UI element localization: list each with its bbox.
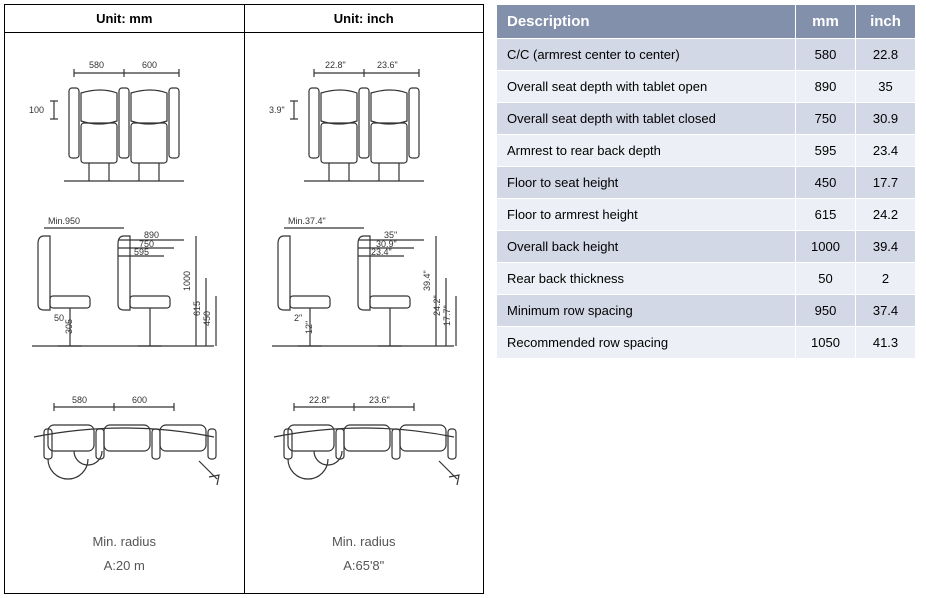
table-row: Armrest to rear back depth59523.4 — [497, 135, 916, 167]
dim-label: 100 — [29, 105, 44, 115]
cell-mm: 950 — [796, 295, 856, 327]
cell-description: Minimum row spacing — [497, 295, 796, 327]
cell-inch: 35 — [856, 71, 916, 103]
dim-label: 23.6" — [369, 395, 390, 405]
top-seat-icon: 22.8" 23.6" — [254, 389, 474, 509]
dim-label: 600 — [132, 395, 147, 405]
cell-mm: 50 — [796, 263, 856, 295]
dim-label: 22.8" — [325, 60, 346, 70]
dim-label: 17.7" — [442, 305, 452, 326]
table-row: Rear back thickness502 — [497, 263, 916, 295]
side-view-inch: Min.37.4" 35" 30.9" 23.4" 39.4" 24.2" 17… — [249, 204, 480, 367]
top-view-mm: 580 600 — [9, 367, 240, 530]
dim-label: 23.4" — [371, 247, 392, 257]
top-view-inch: 22.8" 23.6" — [249, 367, 480, 530]
col-inch: inch — [856, 5, 916, 39]
cell-description: Armrest to rear back depth — [497, 135, 796, 167]
table-row: Recommended row spacing105041.3 — [497, 327, 916, 359]
cell-description: Overall seat depth with tablet open — [497, 71, 796, 103]
dim-label: 615 — [192, 301, 202, 316]
side-seat-icon: Min.37.4" 35" 30.9" 23.4" 39.4" 24.2" 17… — [254, 206, 474, 366]
cell-inch: 22.8 — [856, 39, 916, 71]
cell-mm: 450 — [796, 167, 856, 199]
min-radius-value: A:65'8" — [332, 554, 396, 577]
dim-label: 2" — [294, 313, 302, 323]
cell-inch: 17.7 — [856, 167, 916, 199]
diagram-col-inch: 22.8" 23.6" 3.9" — [245, 33, 484, 593]
dim-label: 39.4" — [422, 270, 432, 291]
dim-label: 580 — [72, 395, 87, 405]
dim-label: 50 — [54, 313, 64, 323]
dim-label: 24.2" — [432, 295, 442, 316]
cell-inch: 39.4 — [856, 231, 916, 263]
cell-inch: 23.4 — [856, 135, 916, 167]
dim-label: 23.6" — [377, 60, 398, 70]
cell-inch: 41.3 — [856, 327, 916, 359]
dim-label: Min.37.4" — [288, 216, 326, 226]
spec-table: Description mm inch C/C (armrest center … — [496, 4, 916, 359]
cell-inch: 37.4 — [856, 295, 916, 327]
cell-mm: 615 — [796, 199, 856, 231]
col-mm: mm — [796, 5, 856, 39]
table-header-row: Description mm inch — [497, 5, 916, 39]
col-description: Description — [497, 5, 796, 39]
min-radius-text: Min. radius — [92, 530, 156, 553]
dim-label: 1000 — [182, 271, 192, 291]
cell-description: C/C (armrest center to center) — [497, 39, 796, 71]
cell-description: Overall back height — [497, 231, 796, 263]
dim-label: 580 — [89, 60, 104, 70]
dim-label: 450 — [202, 311, 212, 326]
cell-mm: 1050 — [796, 327, 856, 359]
dim-label: 600 — [142, 60, 157, 70]
cell-inch: 2 — [856, 263, 916, 295]
unit-inch-header: Unit: inch — [245, 5, 484, 32]
radius-label-mm: Min. radius A:20 m — [92, 530, 156, 585]
cell-description: Recommended row spacing — [497, 327, 796, 359]
cell-mm: 890 — [796, 71, 856, 103]
dim-label: Min.950 — [48, 216, 80, 226]
unit-mm-header: Unit: mm — [5, 5, 245, 32]
spec-table-body: C/C (armrest center to center)58022.8Ove… — [497, 39, 916, 359]
cell-inch: 24.2 — [856, 199, 916, 231]
min-radius-text: Min. radius — [332, 530, 396, 553]
cell-inch: 30.9 — [856, 103, 916, 135]
spec-table-wrapper: Description mm inch C/C (armrest center … — [496, 4, 916, 594]
cell-description: Rear back thickness — [497, 263, 796, 295]
side-view-mm: Min.950 890 750 595 1000 615 450 50 305 — [9, 204, 240, 367]
front-view-inch: 22.8" 23.6" 3.9" — [249, 41, 480, 204]
table-row: Minimum row spacing95037.4 — [497, 295, 916, 327]
diagram-col-mm: 580 600 100 — [5, 33, 245, 593]
min-radius-value: A:20 m — [92, 554, 156, 577]
page-container: Unit: mm Unit: inch — [0, 0, 926, 598]
side-seat-icon: Min.950 890 750 595 1000 615 450 50 305 — [14, 206, 234, 366]
front-seat-icon: 22.8" 23.6" 3.9" — [259, 53, 469, 193]
dim-label: 305 — [64, 319, 74, 334]
top-seat-icon: 580 600 — [14, 389, 234, 509]
radius-label-inch: Min. radius A:65'8" — [332, 530, 396, 585]
dim-label: 22.8" — [309, 395, 330, 405]
dim-label: 12" — [304, 320, 314, 333]
front-seat-icon: 580 600 100 — [19, 53, 229, 193]
diagram-panel: Unit: mm Unit: inch — [4, 4, 484, 594]
diagram-body: 580 600 100 — [5, 33, 483, 593]
cell-description: Floor to seat height — [497, 167, 796, 199]
cell-mm: 750 — [796, 103, 856, 135]
cell-mm: 595 — [796, 135, 856, 167]
table-row: Overall seat depth with tablet open89035 — [497, 71, 916, 103]
table-row: Overall seat depth with tablet closed750… — [497, 103, 916, 135]
table-row: Overall back height100039.4 — [497, 231, 916, 263]
table-row: C/C (armrest center to center)58022.8 — [497, 39, 916, 71]
cell-mm: 1000 — [796, 231, 856, 263]
cell-description: Overall seat depth with tablet closed — [497, 103, 796, 135]
cell-mm: 580 — [796, 39, 856, 71]
diagram-header: Unit: mm Unit: inch — [5, 5, 483, 33]
dim-label: 595 — [134, 247, 149, 257]
cell-description: Floor to armrest height — [497, 199, 796, 231]
table-row: Floor to seat height45017.7 — [497, 167, 916, 199]
table-row: Floor to armrest height61524.2 — [497, 199, 916, 231]
front-view-mm: 580 600 100 — [9, 41, 240, 204]
dim-label: 3.9" — [269, 105, 285, 115]
